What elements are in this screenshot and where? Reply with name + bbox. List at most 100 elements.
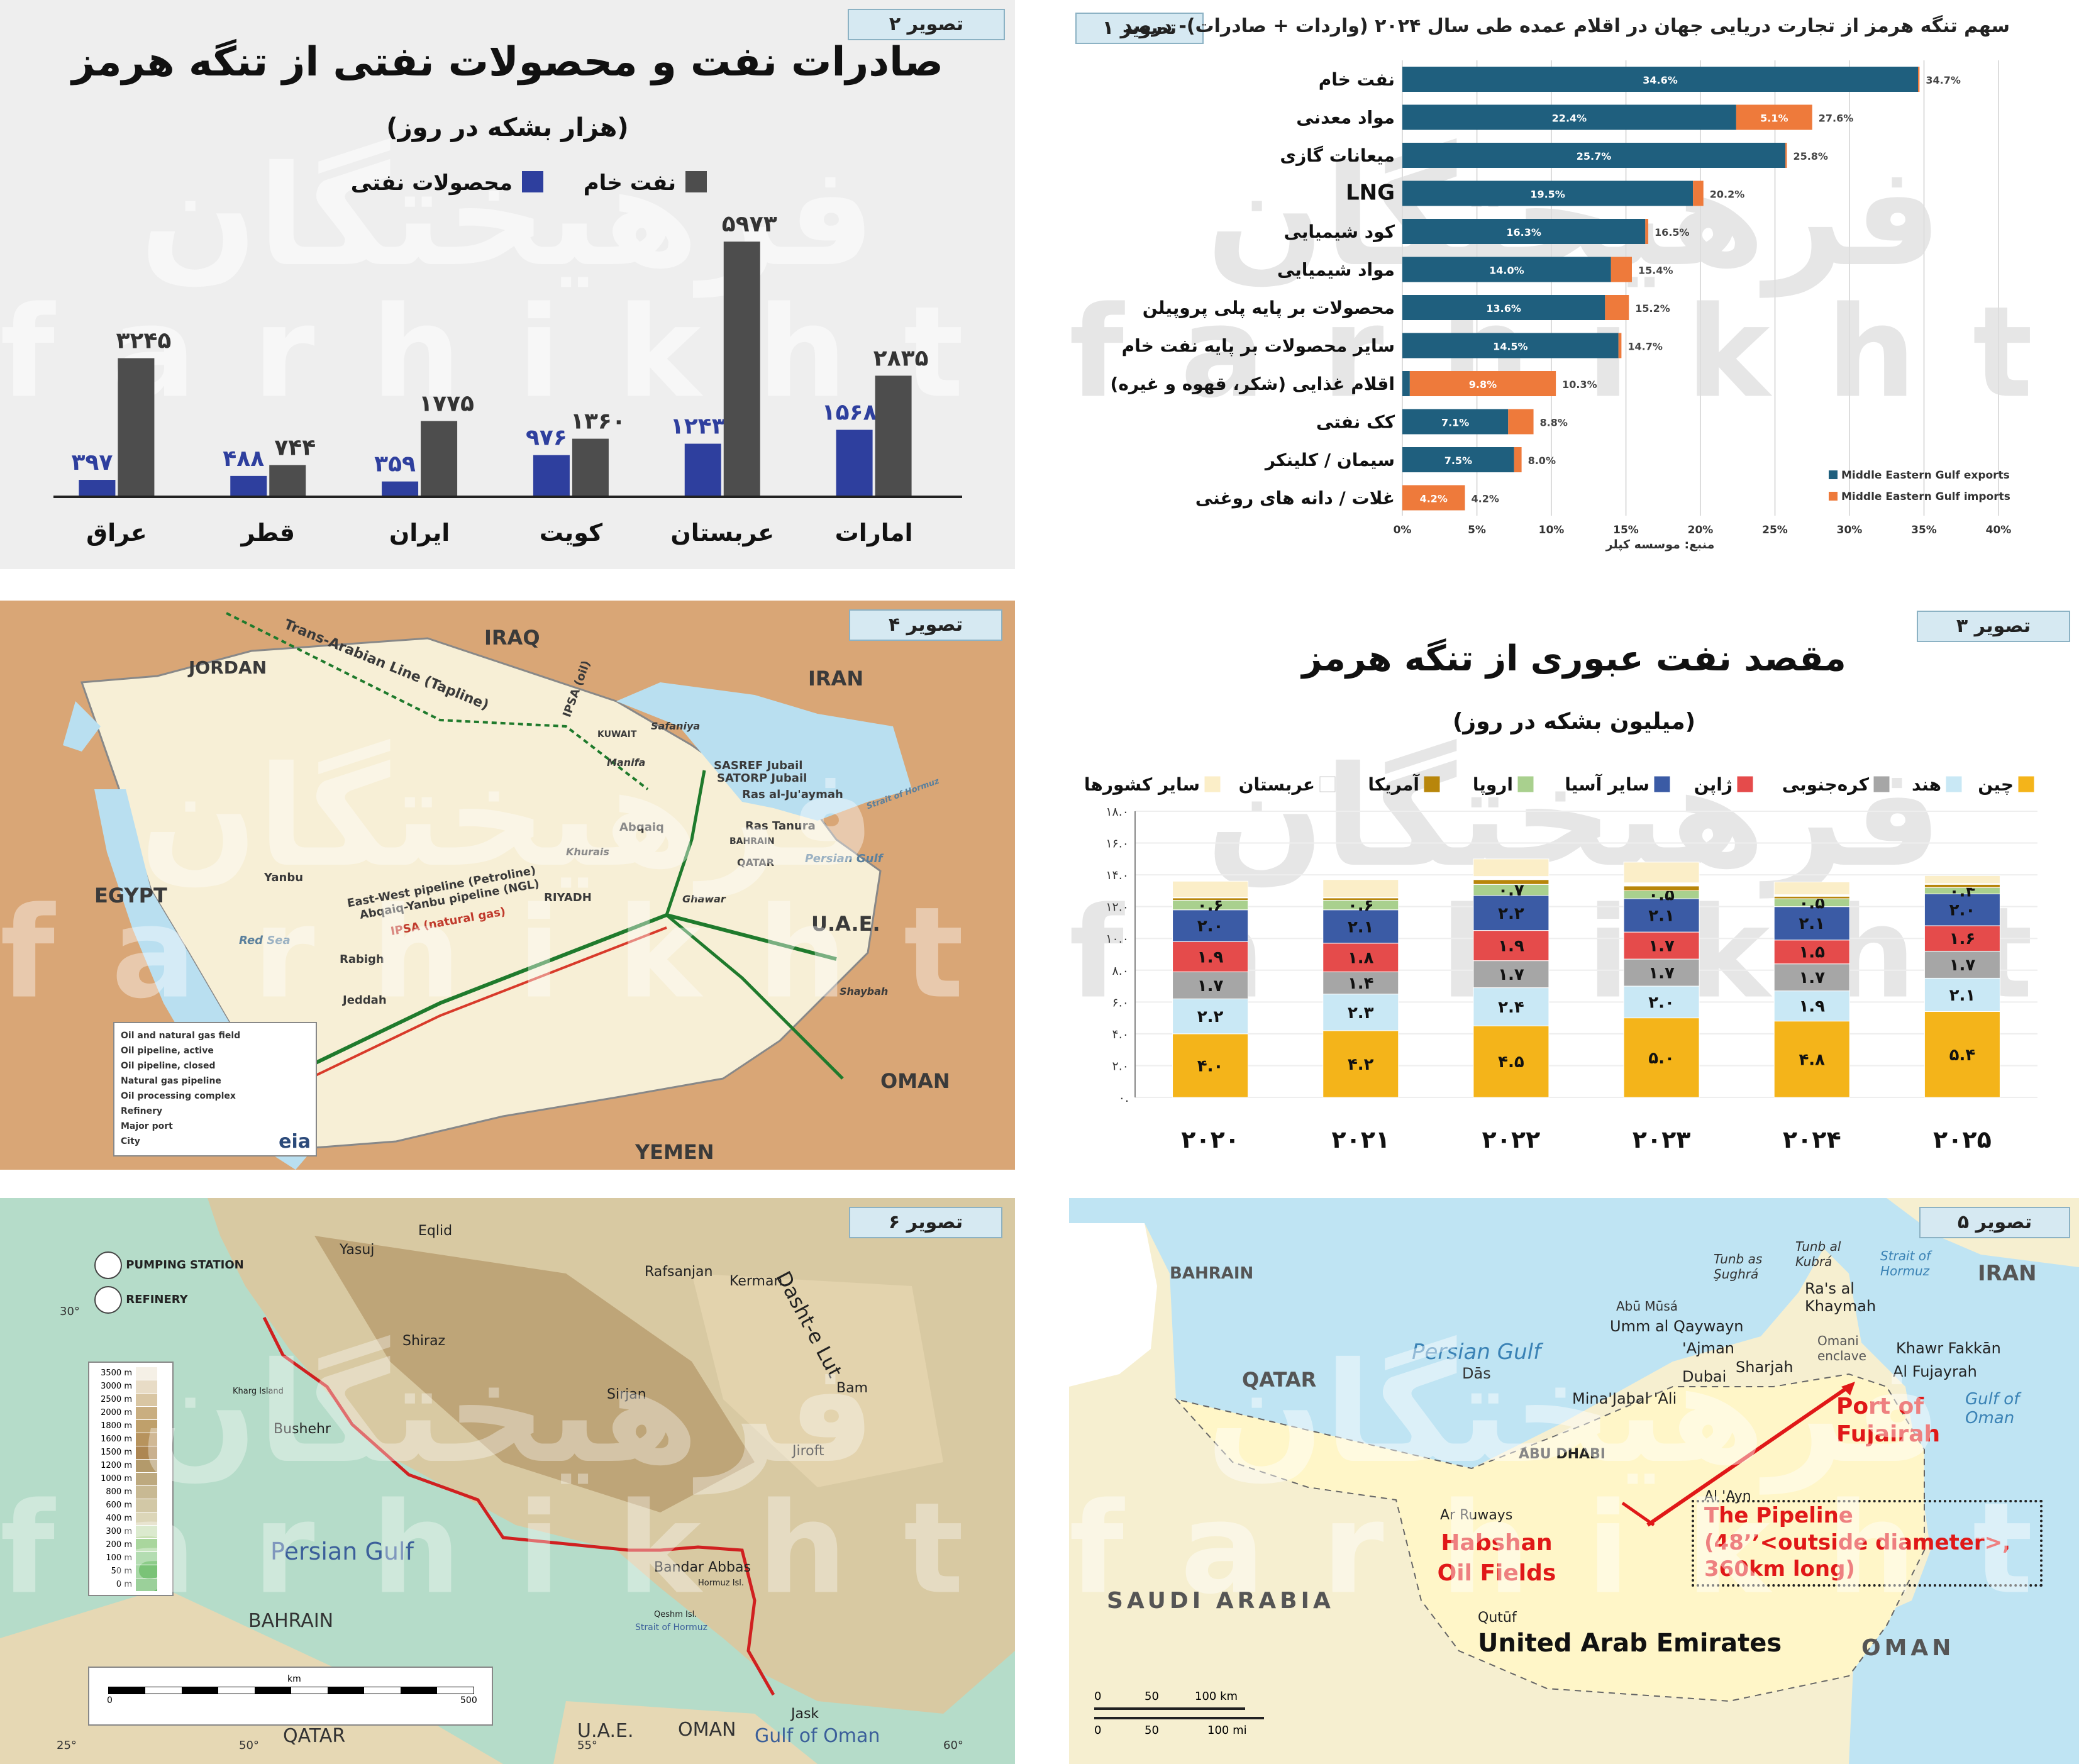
bar-segment — [1773, 881, 1850, 896]
bar-segment — [1322, 879, 1399, 898]
elevation-item: 1000 m — [93, 1472, 169, 1485]
refinery-label: REFINERY — [126, 1293, 188, 1306]
legend-swatch — [1873, 776, 1890, 792]
scale-100-km: 100 km — [1195, 1690, 1238, 1703]
label-ras-al-khaymah: Ra's al Khaymah — [1805, 1280, 1877, 1315]
bar — [382, 481, 419, 497]
legend-label: Middle Eastern Gulf exports — [1841, 469, 2010, 482]
data-label: ۱۵۶۸ — [822, 399, 877, 425]
elevation-item: 3000 m — [93, 1380, 169, 1393]
label-ar-ruways: Ar Ruways — [1440, 1507, 1513, 1523]
label-uae: U.A.E. — [811, 912, 880, 936]
source-label: منبع: موسسه کپلر — [1605, 538, 1715, 552]
category-label: LNG — [1346, 180, 1395, 206]
category-label: محصولات بر پایه پلی پروپیلن — [1143, 297, 1395, 318]
total-label: 20.2% — [1710, 189, 1745, 201]
scale-km: km — [287, 1674, 301, 1684]
legend-swatch — [1204, 776, 1221, 792]
bar-segment — [1773, 896, 1850, 899]
legend-swatch — [1737, 776, 1753, 792]
bar — [421, 421, 458, 497]
bar — [723, 241, 760, 497]
label-jordan: JORDAN — [189, 657, 267, 678]
x-tick-label: 35% — [1911, 524, 1937, 536]
bar-segment — [1773, 906, 1850, 941]
scale-50-km: 50 — [1145, 1690, 1159, 1703]
label-kuwait: KUWAIT — [597, 729, 637, 740]
bar-segment — [1409, 371, 1556, 396]
bar — [79, 480, 116, 497]
data-label: ۷۴۴ — [274, 435, 316, 460]
elevation-item: 1500 m — [93, 1446, 169, 1459]
legend-label: عربستان — [1239, 774, 1315, 795]
figure-ribbon: تصویر ۶ — [849, 1207, 1002, 1238]
segment-label: ۱.۷ — [1799, 968, 1825, 987]
segment-label: ۱.۷ — [1648, 937, 1675, 956]
x-tick-label: 30% — [1837, 524, 1863, 536]
elevation-item: 300 m — [93, 1525, 169, 1538]
label-yemen: YEMEN — [635, 1140, 714, 1164]
bar-segment — [1322, 909, 1399, 944]
label-rabigh: Rabigh — [340, 953, 384, 966]
bar-segment — [1402, 371, 1410, 396]
elevation-swatch — [136, 1565, 157, 1578]
segment-label: ۱.۷ — [1197, 977, 1224, 996]
segment-label: 7.1% — [1441, 417, 1469, 429]
destination-stacked-chart: ۰. ۲.۰ ۴.۰ ۶.۰ ۸.۰ ۱۰.۰ ۱۲.۰ ۱۴.۰ ۱۶.۰ ۱۸.۰ چین هند… — [1084, 774, 2037, 1153]
label-safaniya: Safaniya — [651, 720, 701, 732]
label-dubai: Dubai — [1682, 1368, 1727, 1385]
segment-label: ۲.۲ — [1197, 1007, 1224, 1026]
pump-icon — [94, 1251, 122, 1279]
label-saudi-arabia: SAUDI ARABIA — [1107, 1588, 1334, 1614]
bar-segment — [1402, 409, 1509, 435]
bar-segment — [1172, 1033, 1249, 1098]
bar-segment — [1785, 143, 1787, 168]
label-khurais: Khurais — [566, 846, 609, 858]
scale-bar-mi — [1094, 1717, 1264, 1719]
elevation-swatch — [136, 1512, 157, 1525]
label-abu-musa: Abū Mūsá — [1616, 1299, 1678, 1314]
label-uae: U.A.E. — [577, 1720, 634, 1742]
scale-50-mi: 50 — [1145, 1724, 1159, 1737]
segment-label: ۲.۱ — [1799, 914, 1825, 933]
label-yanbu: Yanbu — [264, 871, 304, 884]
trade-share-bar-chart: 0% 5% 10% 15% 20% 25% 30% 35% 40% 34.6% 34.7% نفت خ… — [1111, 60, 2011, 552]
label-strait: Strait of Hormuz — [1880, 1248, 1931, 1279]
bar-segment — [1924, 893, 2000, 926]
category-label: امارات — [835, 519, 913, 546]
segment-label: 7.5% — [1444, 455, 1472, 467]
category-label: غلات / دانه های روغنی — [1195, 488, 1395, 509]
elevation-item: 100 m — [93, 1551, 169, 1565]
bar-segment — [1623, 985, 1700, 1019]
y-tick-label: ۸.۰ — [1112, 964, 1129, 978]
elevation-label: 0 m — [116, 1580, 132, 1589]
legend-label: نفت خام — [584, 170, 676, 196]
panel-saudi-pipelines-map: تصویر ۴ IRAQ JORDAN IRAN EGYPT U.A.E. OM… — [0, 601, 1015, 1170]
x-tick-label: 20% — [1688, 524, 1714, 536]
total-label: 25.8% — [1793, 150, 1828, 162]
scale-bar: 0 km 500 — [88, 1667, 493, 1726]
label-satorp: SATORP Jubail — [717, 772, 807, 785]
bar-segment — [1172, 909, 1249, 942]
segment-label: ۲.۰ — [1197, 917, 1224, 936]
segment-label: 19.5% — [1530, 189, 1565, 201]
elevation-item: 800 m — [93, 1485, 169, 1499]
data-label: ۱۳۶۰ — [570, 409, 626, 435]
legend-swatch — [1654, 776, 1670, 792]
label-rafsanjan: Rafsanjan — [645, 1264, 713, 1280]
bar-segment — [1605, 295, 1629, 320]
bar-segment — [1736, 104, 1812, 130]
legend-swatch — [1829, 492, 1838, 501]
total-label: 8.0% — [1528, 455, 1556, 467]
legend-label: Middle Eastern Gulf imports — [1841, 491, 2010, 503]
legend-label: کره‌جنوبی — [1782, 774, 1870, 795]
figure-ribbon: تصویر ۳ — [1917, 611, 2070, 642]
elevation-swatch — [136, 1525, 157, 1538]
bar-segment — [1924, 977, 2000, 1012]
bar — [269, 465, 306, 497]
label-uae: United Arab Emirates — [1478, 1629, 1782, 1658]
chart-subtitle: (هزار بشکه در روز) — [386, 113, 629, 142]
elevation-item: 2000 m — [93, 1406, 169, 1419]
label-pipeline-length: 360km long) — [1704, 1556, 1855, 1582]
label-jiroft: Jiroft — [792, 1443, 824, 1459]
